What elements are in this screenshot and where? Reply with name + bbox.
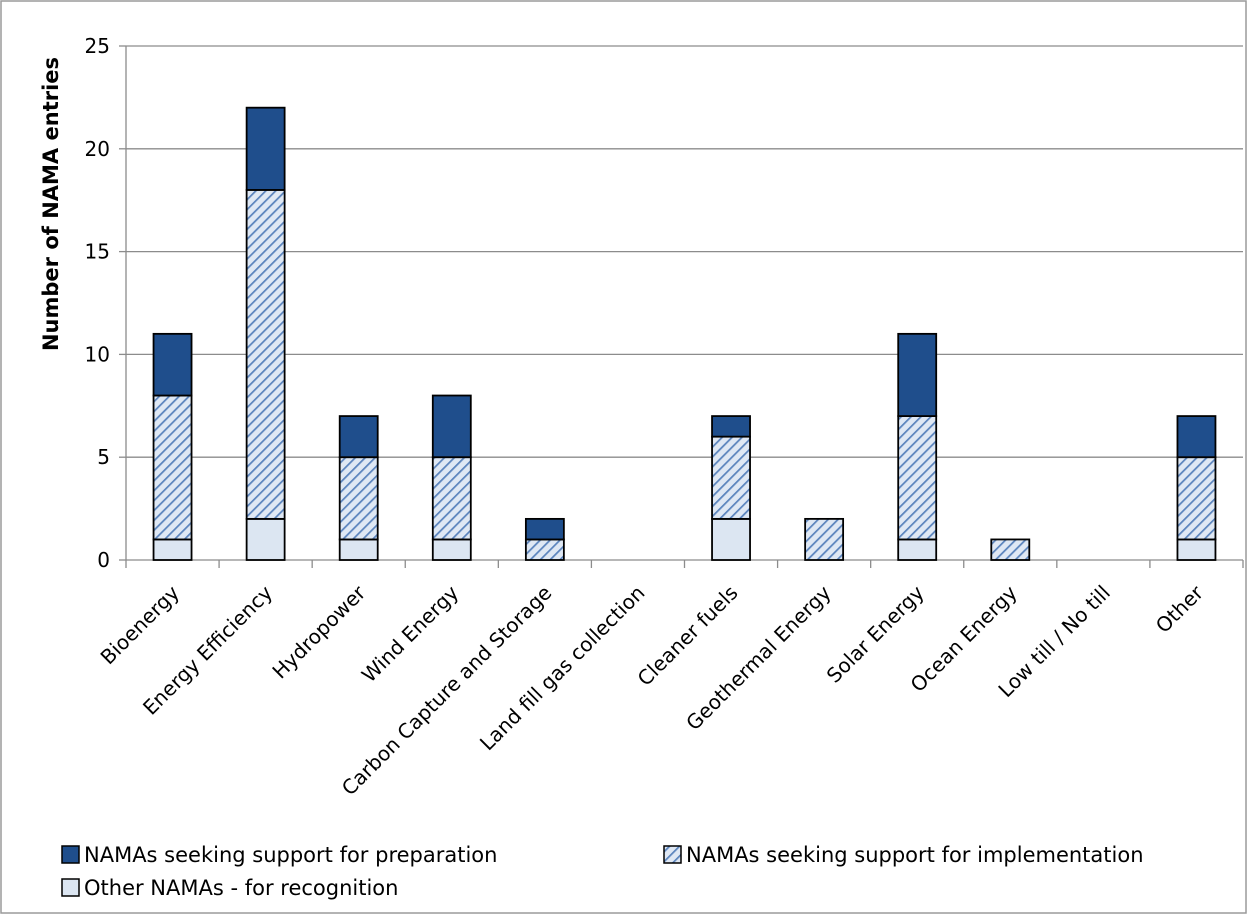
bar-segment-series-2-6 — [711, 415, 751, 438]
y-tick-label: 20 — [85, 137, 110, 161]
bar-segment-series-0-1 — [245, 517, 286, 561]
bar-segment-series-1-2 — [338, 456, 379, 541]
bar-segment-series-0-6 — [711, 517, 751, 561]
legend-label: Other NAMAs - for recognition — [84, 876, 398, 900]
axes: 0 5 10 15 20 25 — [85, 34, 1244, 572]
bar-segment-series-1-3 — [431, 456, 472, 541]
bar-segment-series-0-11 — [1176, 538, 1217, 561]
bar-segment-series-2-4 — [524, 517, 565, 541]
y-axis-title: Number of NAMA entries — [39, 57, 63, 351]
bar-segment-series-1-9 — [990, 538, 1031, 561]
y-tick-label: 5 — [97, 445, 110, 469]
bar-segment-series-1-0 — [152, 394, 193, 541]
legend-swatch — [663, 845, 682, 864]
legend-swatch — [61, 845, 80, 864]
bar-segment-series-0-8 — [897, 538, 938, 561]
bar-segment-series-1-4 — [524, 538, 565, 561]
legend-swatch — [61, 878, 80, 897]
bar-segment-series-2-2 — [338, 415, 379, 459]
bar-segment-series-2-1 — [245, 106, 286, 191]
legend-label: NAMAs seeking support for preparation — [84, 843, 497, 867]
bar-segment-series-2-11 — [1176, 415, 1217, 459]
gridlines — [126, 45, 1243, 458]
bar-segment-series-1-11 — [1176, 456, 1217, 541]
bar-segment-series-1-1 — [245, 189, 286, 520]
bar-segment-series-1-6 — [711, 435, 751, 520]
y-tick-label: 0 — [97, 548, 110, 572]
bar-segment-series-2-8 — [897, 332, 938, 417]
bar-segment-series-0-2 — [338, 538, 379, 561]
bar-segment-series-1-7 — [804, 517, 845, 561]
y-tick-label: 15 — [85, 240, 110, 264]
bar-segment-series-2-0 — [152, 332, 193, 397]
bars — [152, 106, 1217, 561]
bar-segment-series-0-0 — [152, 538, 193, 561]
bar-segment-series-0-3 — [431, 538, 472, 561]
bar-segment-series-2-3 — [431, 394, 472, 459]
bar-segment-series-1-8 — [897, 415, 938, 541]
legend-label: NAMAs seeking support for implementation — [686, 843, 1144, 867]
legend: NAMAs seeking support for preparation NAM… — [61, 843, 1144, 900]
y-tick-label: 25 — [85, 34, 110, 58]
y-tick-label: 10 — [85, 342, 110, 366]
